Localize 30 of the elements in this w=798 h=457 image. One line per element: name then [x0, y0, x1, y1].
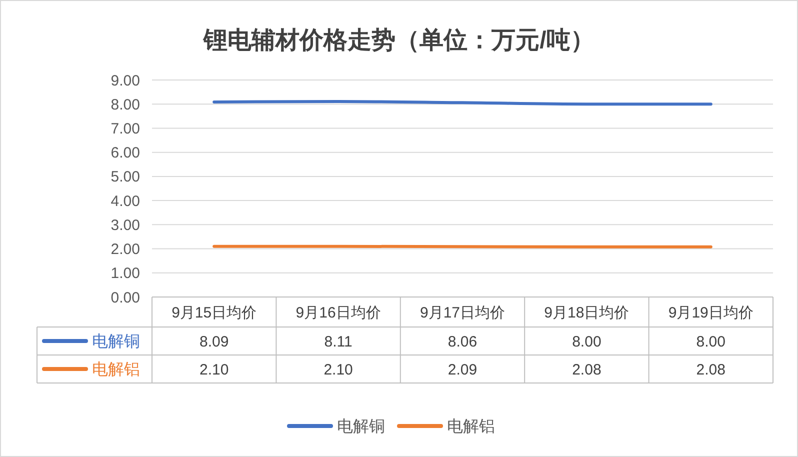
text: 电解铝 — [447, 418, 495, 436]
y-tick-label: 9.00 — [110, 72, 140, 90]
x-tick-label: 9月16日均价 — [296, 304, 381, 322]
legend-label: 电解铜 — [92, 332, 140, 351]
chart-title: 锂电辅材价格走势（单位：万元/吨） — [202, 27, 594, 54]
text: 电解铜 — [337, 418, 385, 436]
x-tick-label: 9月15日均价 — [172, 304, 257, 322]
y-tick-label: 3.00 — [110, 216, 140, 234]
x-tick-label: 9月19日均价 — [668, 304, 754, 322]
data-label: 8.09 — [200, 333, 229, 350]
y-tick-label: 6.00 — [110, 144, 140, 162]
y-tick-label: 0.00 — [110, 289, 140, 306]
data-label: 8.00 — [572, 333, 602, 350]
data-label: 8.06 — [448, 333, 478, 350]
legend-label: 电解铝 — [92, 360, 140, 379]
x-tick-label: 9月18日均价 — [544, 304, 630, 322]
data-label: 2.09 — [448, 361, 478, 378]
data-label: 2.08 — [572, 361, 602, 378]
data-label: 2.08 — [696, 361, 726, 378]
y-tick-label: 2.00 — [110, 241, 140, 258]
x-tick-label: 9月17日均价 — [420, 304, 506, 322]
y-tick-label: 4.00 — [110, 192, 140, 210]
y-tick-label: 5.00 — [110, 168, 140, 186]
data-label: 8.00 — [696, 333, 726, 350]
y-tick-label: 7.00 — [110, 120, 140, 138]
data-label: 2.10 — [324, 361, 353, 378]
y-tick-label: 8.00 — [110, 96, 140, 114]
data-label: 8.11 — [324, 333, 352, 350]
data-label: 2.10 — [200, 361, 229, 378]
y-tick-label: 1.00 — [110, 265, 140, 282]
